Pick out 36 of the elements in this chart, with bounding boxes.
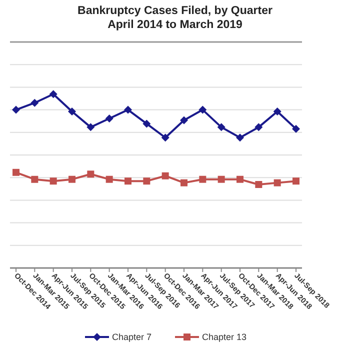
legend-label: Chapter 13 xyxy=(202,332,247,342)
point xyxy=(217,123,226,132)
point xyxy=(50,178,57,185)
point xyxy=(124,106,132,114)
point xyxy=(254,123,263,132)
point xyxy=(12,168,20,176)
point xyxy=(199,176,206,183)
point xyxy=(86,123,95,132)
point xyxy=(49,90,58,98)
point xyxy=(162,172,169,180)
point xyxy=(236,134,244,142)
legend-label: Chapter 7 xyxy=(112,332,152,342)
point xyxy=(12,106,20,114)
point xyxy=(292,178,300,185)
point xyxy=(106,176,113,183)
chart-subtitle: April 2014 to March 2019 xyxy=(108,19,242,31)
point xyxy=(161,134,170,142)
point xyxy=(198,106,207,114)
point xyxy=(31,176,38,183)
chart-title: Bankruptcy Cases Filed, by Quarter xyxy=(78,5,273,17)
point xyxy=(274,179,281,186)
point xyxy=(273,108,282,116)
point xyxy=(68,176,76,183)
point xyxy=(180,179,188,186)
point xyxy=(87,170,94,178)
point xyxy=(236,176,244,183)
point xyxy=(292,124,300,133)
point xyxy=(30,98,39,107)
point xyxy=(255,181,262,188)
point xyxy=(68,108,76,116)
point xyxy=(180,116,188,124)
point xyxy=(105,114,114,122)
point xyxy=(143,178,150,185)
point xyxy=(142,120,151,128)
point xyxy=(124,178,132,185)
point xyxy=(218,176,225,183)
